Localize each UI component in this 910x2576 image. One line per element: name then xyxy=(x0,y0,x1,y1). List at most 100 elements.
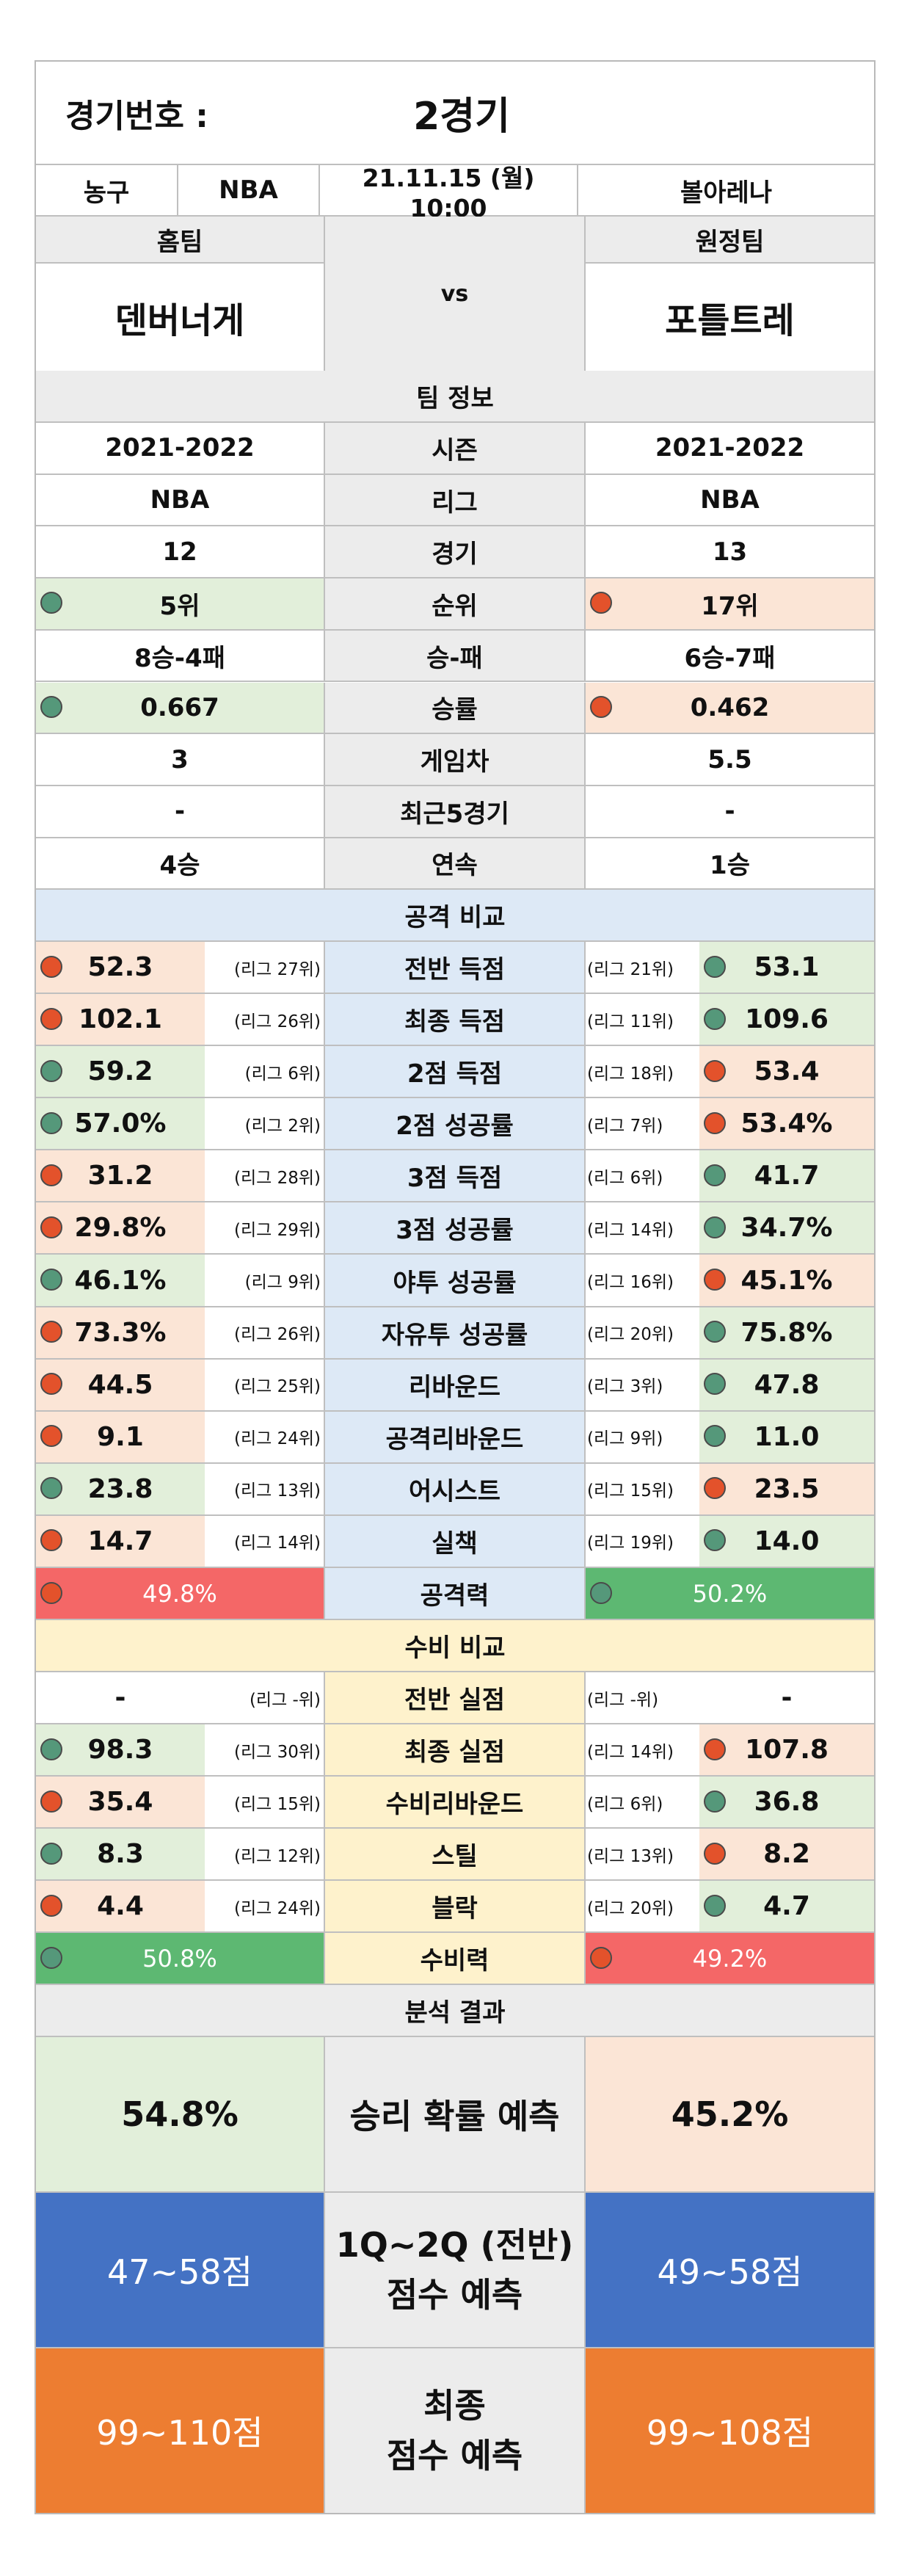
attack-home-rank: (리그 27위) xyxy=(205,942,324,993)
venue-cell: 볼아레나 xyxy=(577,165,874,215)
home-half-score-value: 47~58점 xyxy=(107,2252,252,2292)
team-info-title: 팀 정보 xyxy=(416,384,494,413)
team-info-home-dot xyxy=(40,592,62,614)
attack-home-number: 29.8% xyxy=(74,1213,167,1244)
attack-label: 야투 성공률 xyxy=(324,1255,584,1306)
league-cell: NBA xyxy=(177,165,318,215)
away-attack-power-dot xyxy=(590,1581,612,1604)
home-attack-power-value: 49.8% xyxy=(142,1579,217,1608)
defense-home-rank: (리그 -위) xyxy=(205,1672,324,1723)
team-info-home-text: - xyxy=(174,797,186,827)
defense-home-rank-text: (리그 12위) xyxy=(233,1846,321,1866)
defense-home-rank-text: (리그 24위) xyxy=(233,1898,321,1918)
attack-home-value: 102.1 xyxy=(36,994,205,1045)
attack-home-number: 44.5 xyxy=(87,1369,153,1400)
away-attack-power: 50.2% xyxy=(584,1568,874,1619)
attack-away-rank-text: (리그 9위) xyxy=(587,1429,663,1449)
teams-block: 홈팀 덴버너게 vs 원정팀 포틀트레 xyxy=(36,217,874,371)
defense-home-rank-text: (리그 15위) xyxy=(233,1794,321,1814)
team-info-row: 8승-4패 승-패 6승-7패 xyxy=(36,630,874,683)
attack-home-dot xyxy=(40,1007,62,1030)
team-info-label: 리그 xyxy=(324,474,584,526)
attack-away-number: 23.5 xyxy=(754,1473,820,1504)
attack-away-dot xyxy=(704,1059,726,1082)
team-info-row: 3 게임차 5.5 xyxy=(36,734,874,786)
attack-away-dot xyxy=(704,1111,726,1134)
attack-home-rank-text: (리그 27위) xyxy=(233,959,321,979)
attack-home-number: 73.3% xyxy=(74,1317,167,1348)
attack-away-rank-text: (리그 16위) xyxy=(587,1273,674,1293)
attack-away-value: 14.0 xyxy=(699,1515,874,1567)
defense-home-value: - xyxy=(36,1672,205,1723)
defense-home-number: 35.4 xyxy=(87,1787,153,1817)
team-info-label: 순위 xyxy=(324,578,584,629)
attack-home-rank: (리그 26위) xyxy=(205,1307,324,1358)
away-attack-power-value: 50.2% xyxy=(692,1579,768,1608)
defense-home-rank-text: (리그 30위) xyxy=(233,1742,321,1762)
attack-away-rank-text: (리그 6위) xyxy=(587,1168,663,1188)
team-info-away-value: 2021-2022 xyxy=(584,423,874,474)
defense-label: 최종 실점 xyxy=(324,1724,584,1775)
attack-away-rank-text: (리그 18위) xyxy=(587,1064,674,1084)
team-info-away-text: NBA xyxy=(700,485,760,515)
away-defense-power-value: 49.2% xyxy=(692,1944,768,1973)
team-info-label: 최근5경기 xyxy=(324,786,584,837)
attack-home-value: 44.5 xyxy=(36,1359,205,1410)
attack-away-rank-text: (리그 15위) xyxy=(587,1481,674,1501)
attack-away-rank-text: (리그 11위) xyxy=(587,1012,674,1031)
attack-away-number: 109.6 xyxy=(745,1004,829,1035)
attack-row: 102.1 (리그 26위) 최종 득점 (리그 11위) 109.6 xyxy=(36,994,874,1047)
defense-away-value: - xyxy=(699,1672,874,1723)
attack-away-number: 14.0 xyxy=(754,1525,820,1556)
attack-home-rank: (리그 6위) xyxy=(205,1046,324,1097)
attack-away-rank: (리그 15위) xyxy=(584,1463,699,1514)
team-info-home-text: 3 xyxy=(171,744,189,774)
attack-home-rank-text: (리그 29위) xyxy=(233,1220,321,1240)
home-attack-power-dot xyxy=(40,1581,62,1604)
attack-away-number: 11.0 xyxy=(754,1421,820,1452)
team-info-home-value: 4승 xyxy=(36,838,324,889)
defense-away-dot xyxy=(704,1842,726,1865)
attack-home-rank: (리그 26위) xyxy=(205,994,324,1045)
attack-label: 최종 득점 xyxy=(324,994,584,1045)
attack-home-rank-text: (리그 6위) xyxy=(244,1064,321,1084)
attack-home-dot xyxy=(40,1269,62,1291)
team-info-away-value: NBA xyxy=(584,474,874,526)
team-info-away-text: 0.462 xyxy=(690,692,770,722)
attack-home-value: 59.2 xyxy=(36,1046,205,1097)
away-team-name: 포틀트레 xyxy=(665,300,795,341)
attack-away-number: 53.4% xyxy=(740,1109,833,1139)
attack-away-rank: (리그 21위) xyxy=(584,942,699,993)
team-info-row: - 최근5경기 - xyxy=(36,786,874,838)
defense-home-rank: (리그 24위) xyxy=(205,1881,324,1931)
defense-away-value: 36.8 xyxy=(699,1777,874,1827)
defense-home-rank: (리그 30위) xyxy=(205,1724,324,1775)
team-info-home-value: - xyxy=(36,786,324,837)
defense-away-rank-text: (리그 20위) xyxy=(587,1898,674,1918)
half-score-label-line2: 점수 예측 xyxy=(386,2275,523,2315)
home-defense-power-dot xyxy=(40,1946,62,1969)
defense-home-value: 35.4 xyxy=(36,1777,205,1827)
attack-power-row: 49.8% 공격력 50.2% xyxy=(36,1568,874,1620)
away-defense-power-dot xyxy=(590,1946,612,1969)
team-info-row: NBA 리그 NBA xyxy=(36,474,874,527)
attack-home-number: 14.7 xyxy=(87,1525,153,1556)
attack-away-rank: (리그 18위) xyxy=(584,1046,699,1097)
attack-away-number: 41.7 xyxy=(754,1161,820,1191)
attack-away-number: 47.8 xyxy=(754,1369,820,1400)
team-info-home-value: 0.667 xyxy=(36,682,324,733)
team-info-header: 팀 정보 xyxy=(36,371,874,423)
team-info-home-text: 2021-2022 xyxy=(105,433,255,463)
attack-home-number: 102.1 xyxy=(79,1004,162,1035)
attack-home-dot xyxy=(40,1425,62,1448)
attack-home-dot xyxy=(40,1373,62,1396)
team-info-away-text: 17위 xyxy=(701,591,759,621)
attack-away-value: 53.4% xyxy=(699,1098,874,1150)
attack-away-number: 75.8% xyxy=(740,1317,833,1348)
attack-home-number: 52.3 xyxy=(87,952,153,983)
attack-away-rank: (리그 6위) xyxy=(584,1150,699,1202)
defense-row: 8.3 (리그 12위) 스틸 (리그 13위) 8.2 xyxy=(36,1829,874,1881)
attack-row: 73.3% (리그 26위) 자유투 성공률 (리그 20위) 75.8% xyxy=(36,1307,874,1360)
defense-home-rank: (리그 15위) xyxy=(205,1777,324,1827)
team-info-home-text: NBA xyxy=(150,485,210,515)
